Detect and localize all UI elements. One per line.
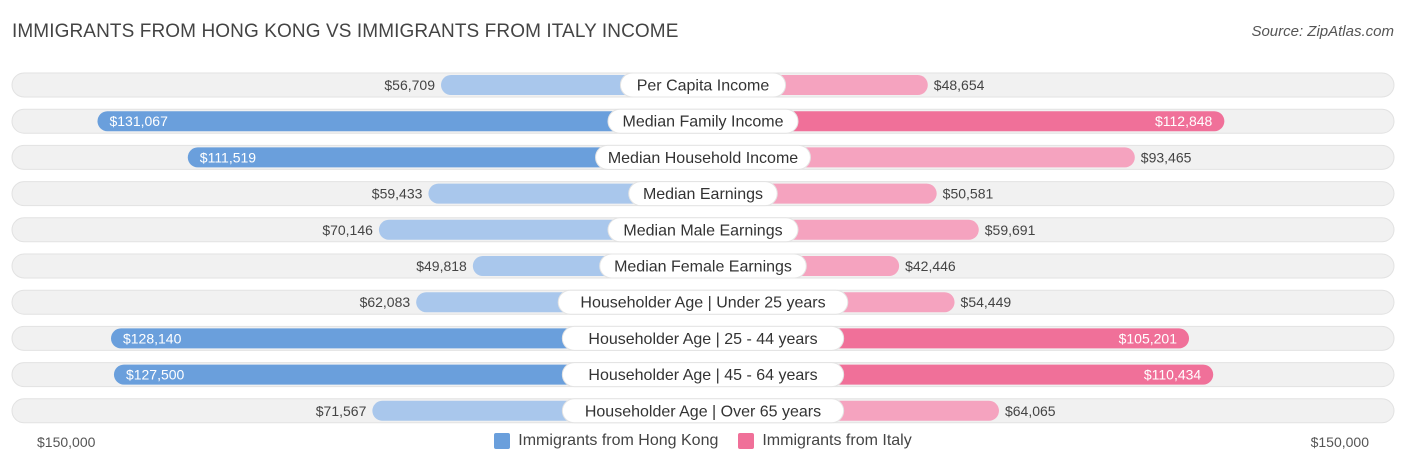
chart-title: IMMIGRANTS FROM HONG KONG VS IMMIGRANTS … <box>12 21 679 42</box>
legend-item-hong-kong[interactable]: Immigrants from Hong Kong <box>494 432 718 450</box>
category-pill <box>619 72 787 98</box>
value-label-italy: $64,065 <box>1005 403 1056 419</box>
category-label: Householder Age | Under 25 years <box>580 295 825 312</box>
category-label: Householder Age | 25 - 44 years <box>588 331 817 348</box>
value-label-hong-kong: $62,083 <box>360 294 411 310</box>
category-label: Householder Age | 45 - 64 years <box>588 367 817 384</box>
chart-row: $131,067 $112,848 Median Family Income <box>11 108 1395 134</box>
value-label-italy: $105,201 <box>1119 330 1178 346</box>
category-label: Median Earnings <box>643 186 763 203</box>
value-label-italy: $48,654 <box>934 77 985 93</box>
bar-hong-kong[interactable] <box>97 111 703 132</box>
value-label-hong-kong: $70,146 <box>322 222 373 238</box>
legend-item-italy[interactable]: Immigrants from Italy <box>738 432 912 450</box>
chart-row: $111,519 $93,465 Median Household Income <box>11 144 1395 170</box>
category-pill <box>599 253 807 279</box>
value-label-hong-kong: $56,709 <box>384 77 435 93</box>
category-pill <box>595 144 811 170</box>
category-label: Median Family Income <box>623 114 784 131</box>
chart-row: $127,500 $110,434 Householder Age | 45 - 6… <box>11 362 1395 388</box>
source-credit: Source: ZipAtlas.com <box>1251 23 1394 40</box>
category-pill <box>561 325 845 351</box>
category-pill <box>607 217 799 243</box>
bar-italy[interactable] <box>703 111 1225 132</box>
value-label-italy: $42,446 <box>905 258 956 274</box>
chart-row: $59,433 $50,581 Median Earnings <box>11 181 1395 207</box>
legend-swatch-italy <box>738 433 755 449</box>
legend-swatch-hong-kong <box>494 433 511 449</box>
bar-hong-kong[interactable] <box>110 328 703 349</box>
category-pill <box>557 289 849 315</box>
value-label-italy: $54,449 <box>961 294 1012 310</box>
category-pill <box>607 108 799 134</box>
value-label-hong-kong: $71,567 <box>316 403 367 419</box>
bar-hong-kong[interactable] <box>187 147 703 168</box>
value-label-hong-kong: $128,140 <box>123 330 182 346</box>
value-label-italy: $59,691 <box>985 222 1036 238</box>
category-label: Median Household Income <box>608 150 798 167</box>
category-label: Householder Age | Over 65 years <box>585 403 821 420</box>
category-label: Per Capita Income <box>637 78 770 95</box>
bar-hong-kong[interactable] <box>113 364 703 385</box>
axis-right-label: $150,000 <box>1310 434 1369 450</box>
value-label-italy: $112,848 <box>1155 113 1213 129</box>
bar-italy[interactable] <box>703 147 1135 168</box>
chart-row: $56,709 $48,654 Per Capita Income <box>11 72 1395 98</box>
category-pill <box>628 181 778 207</box>
chart-row: $70,146 $59,691 Median Male Earnings <box>11 217 1395 243</box>
chart-row: $71,567 $64,065 Householder Age | Over 65 … <box>11 398 1395 424</box>
category-pill <box>561 398 845 424</box>
legend-label-hong-kong: Immigrants from Hong Kong <box>518 432 719 449</box>
category-label: Median Female Earnings <box>614 259 792 276</box>
chart-row: $49,818 $42,446 Median Female Earnings <box>11 253 1395 279</box>
value-label-hong-kong: $49,818 <box>416 258 467 274</box>
value-label-hong-kong: $111,519 <box>200 149 257 165</box>
value-label-italy: $110,434 <box>1144 367 1202 383</box>
category-label: Median Male Earnings <box>623 222 782 239</box>
chart-row: $62,083 $54,449 Householder Age | Under 25… <box>11 289 1395 315</box>
value-label-hong-kong: $59,433 <box>372 186 423 202</box>
chart-row: $128,140 $105,201 Householder Age | 25 - 4… <box>11 325 1395 351</box>
value-label-italy: $93,465 <box>1141 149 1192 165</box>
category-pill <box>561 362 845 388</box>
value-label-italy: $50,581 <box>943 186 994 202</box>
axis-left-label: $150,000 <box>37 434 96 450</box>
legend: Immigrants from Hong Kong Immigrants fro… <box>0 432 1406 450</box>
legend-label-italy: Immigrants from Italy <box>762 432 912 449</box>
value-label-hong-kong: $131,067 <box>109 113 168 129</box>
value-label-hong-kong: $127,500 <box>126 367 185 383</box>
